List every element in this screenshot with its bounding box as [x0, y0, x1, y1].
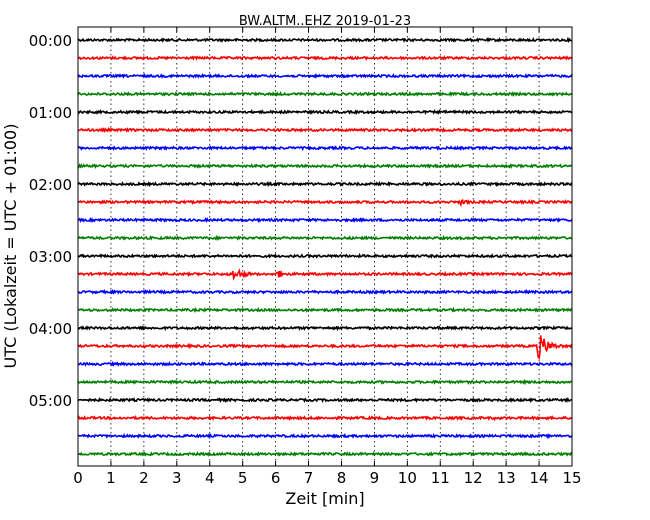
x-tick-label: 6: [271, 469, 281, 487]
x-tick-label: 13: [497, 469, 516, 487]
x-tick-label: 9: [370, 469, 380, 487]
trace-0000: [77, 36, 573, 44]
x-tick-label: 14: [530, 469, 549, 487]
trace-0045: [77, 90, 573, 98]
y-tick-label: 04:00: [29, 320, 72, 338]
x-tick-label: 0: [73, 469, 83, 487]
x-tick-label: 7: [304, 469, 314, 487]
x-tick-label: 10: [398, 469, 417, 487]
y-tick-label: 00:00: [29, 32, 72, 50]
x-tick-label: 12: [464, 469, 483, 487]
trace-0500: [77, 396, 573, 404]
trace-0330: [77, 289, 573, 296]
trace-0015: [77, 54, 573, 61]
grid-lines: [110, 27, 540, 466]
x-tick-label: 11: [431, 469, 450, 487]
trace-0545: [77, 450, 573, 457]
trace-0430: [77, 360, 573, 367]
x-tick-label: 5: [238, 469, 248, 487]
trace-0200: [77, 180, 573, 188]
trace-0245: [77, 234, 573, 242]
trace-0315: [77, 268, 573, 282]
trace-0445: [77, 378, 573, 386]
trace-0100: [77, 109, 573, 116]
trace-0030: [77, 72, 573, 80]
y-axis-ticks: 00:00 01:00 02:00 03:00 04:00 05:00: [29, 32, 83, 410]
x-axis-ticks: 0 1 2 3 4 5 6 7 8 9 10 11 12 13 14 15: [73, 27, 582, 487]
x-axis-label: Zeit [min]: [285, 489, 364, 508]
trace-0230: [77, 216, 573, 224]
chart-title: BW.ALTM..EHZ 2019-01-23: [239, 14, 411, 29]
trace-0115: [77, 126, 573, 133]
y-tick-label: 02:00: [29, 176, 72, 194]
trace-0130: [77, 145, 573, 152]
y-tick-label: 03:00: [29, 248, 72, 266]
trace-0530: [77, 432, 573, 440]
x-tick-label: 4: [205, 469, 215, 487]
trace-0215: [77, 198, 573, 208]
trace-0145: [77, 162, 573, 170]
trace-0515: [77, 415, 573, 422]
x-tick-label: 8: [337, 469, 347, 487]
x-tick-label: 1: [106, 469, 116, 487]
y-axis-label: UTC (Lokalzeit = UTC + 01:00): [1, 124, 20, 369]
trace-0300: [77, 252, 573, 259]
x-tick-label: 15: [562, 469, 581, 487]
trace-0400: [77, 325, 573, 332]
trace-0415: [77, 335, 573, 361]
x-tick-label: 3: [172, 469, 182, 487]
plot-frame: [77, 26, 573, 467]
y-tick-label: 05:00: [29, 392, 72, 410]
y-tick-label: 01:00: [29, 104, 72, 122]
trace-0345: [77, 306, 573, 313]
x-tick-label: 2: [139, 469, 149, 487]
trace-group: [77, 36, 573, 457]
